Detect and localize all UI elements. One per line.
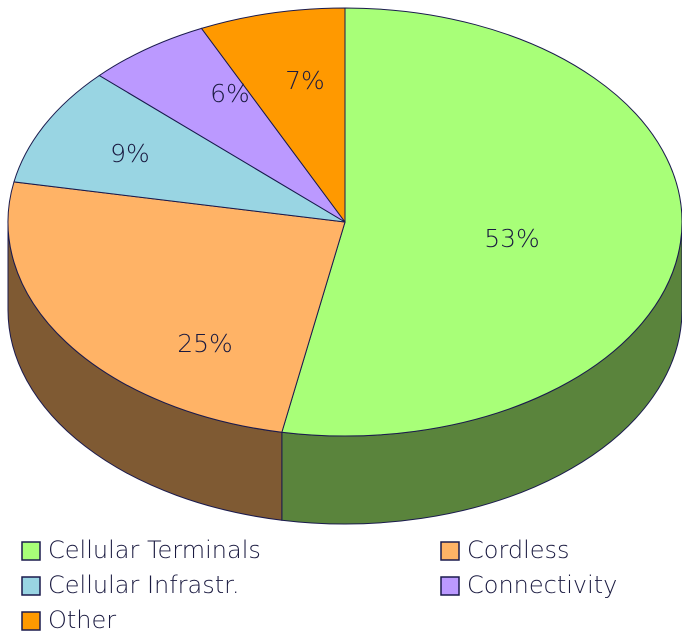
slice-label: 25%	[177, 329, 233, 358]
legend-label: Cordless	[467, 536, 570, 564]
legend: Cellular Terminals Cordless Cellular Infra…	[21, 536, 617, 634]
slice-label: 7%	[285, 66, 325, 95]
legend-swatch	[21, 611, 41, 631]
legend-label: Other	[48, 606, 116, 634]
legend-swatch	[440, 576, 460, 596]
slice	[200, 7, 346, 224]
pie-tops	[7, 7, 682, 437]
legend-swatch	[21, 576, 41, 596]
slice	[98, 27, 346, 223]
legend-label: Cellular Infrastr.	[48, 571, 239, 599]
legend-swatch	[440, 541, 460, 561]
legend-label: Connectivity	[467, 571, 617, 599]
legend-swatch	[21, 541, 41, 561]
slice	[281, 7, 682, 437]
slice-label: 9%	[110, 139, 150, 168]
legend-label: Cellular Terminals	[48, 536, 261, 564]
slice-label: 6%	[210, 79, 250, 108]
slice-labels: 53% 25% 9% 6% 7%	[110, 66, 540, 358]
slice	[13, 74, 346, 223]
slice	[7, 181, 346, 433]
slice-label: 53%	[484, 224, 540, 253]
